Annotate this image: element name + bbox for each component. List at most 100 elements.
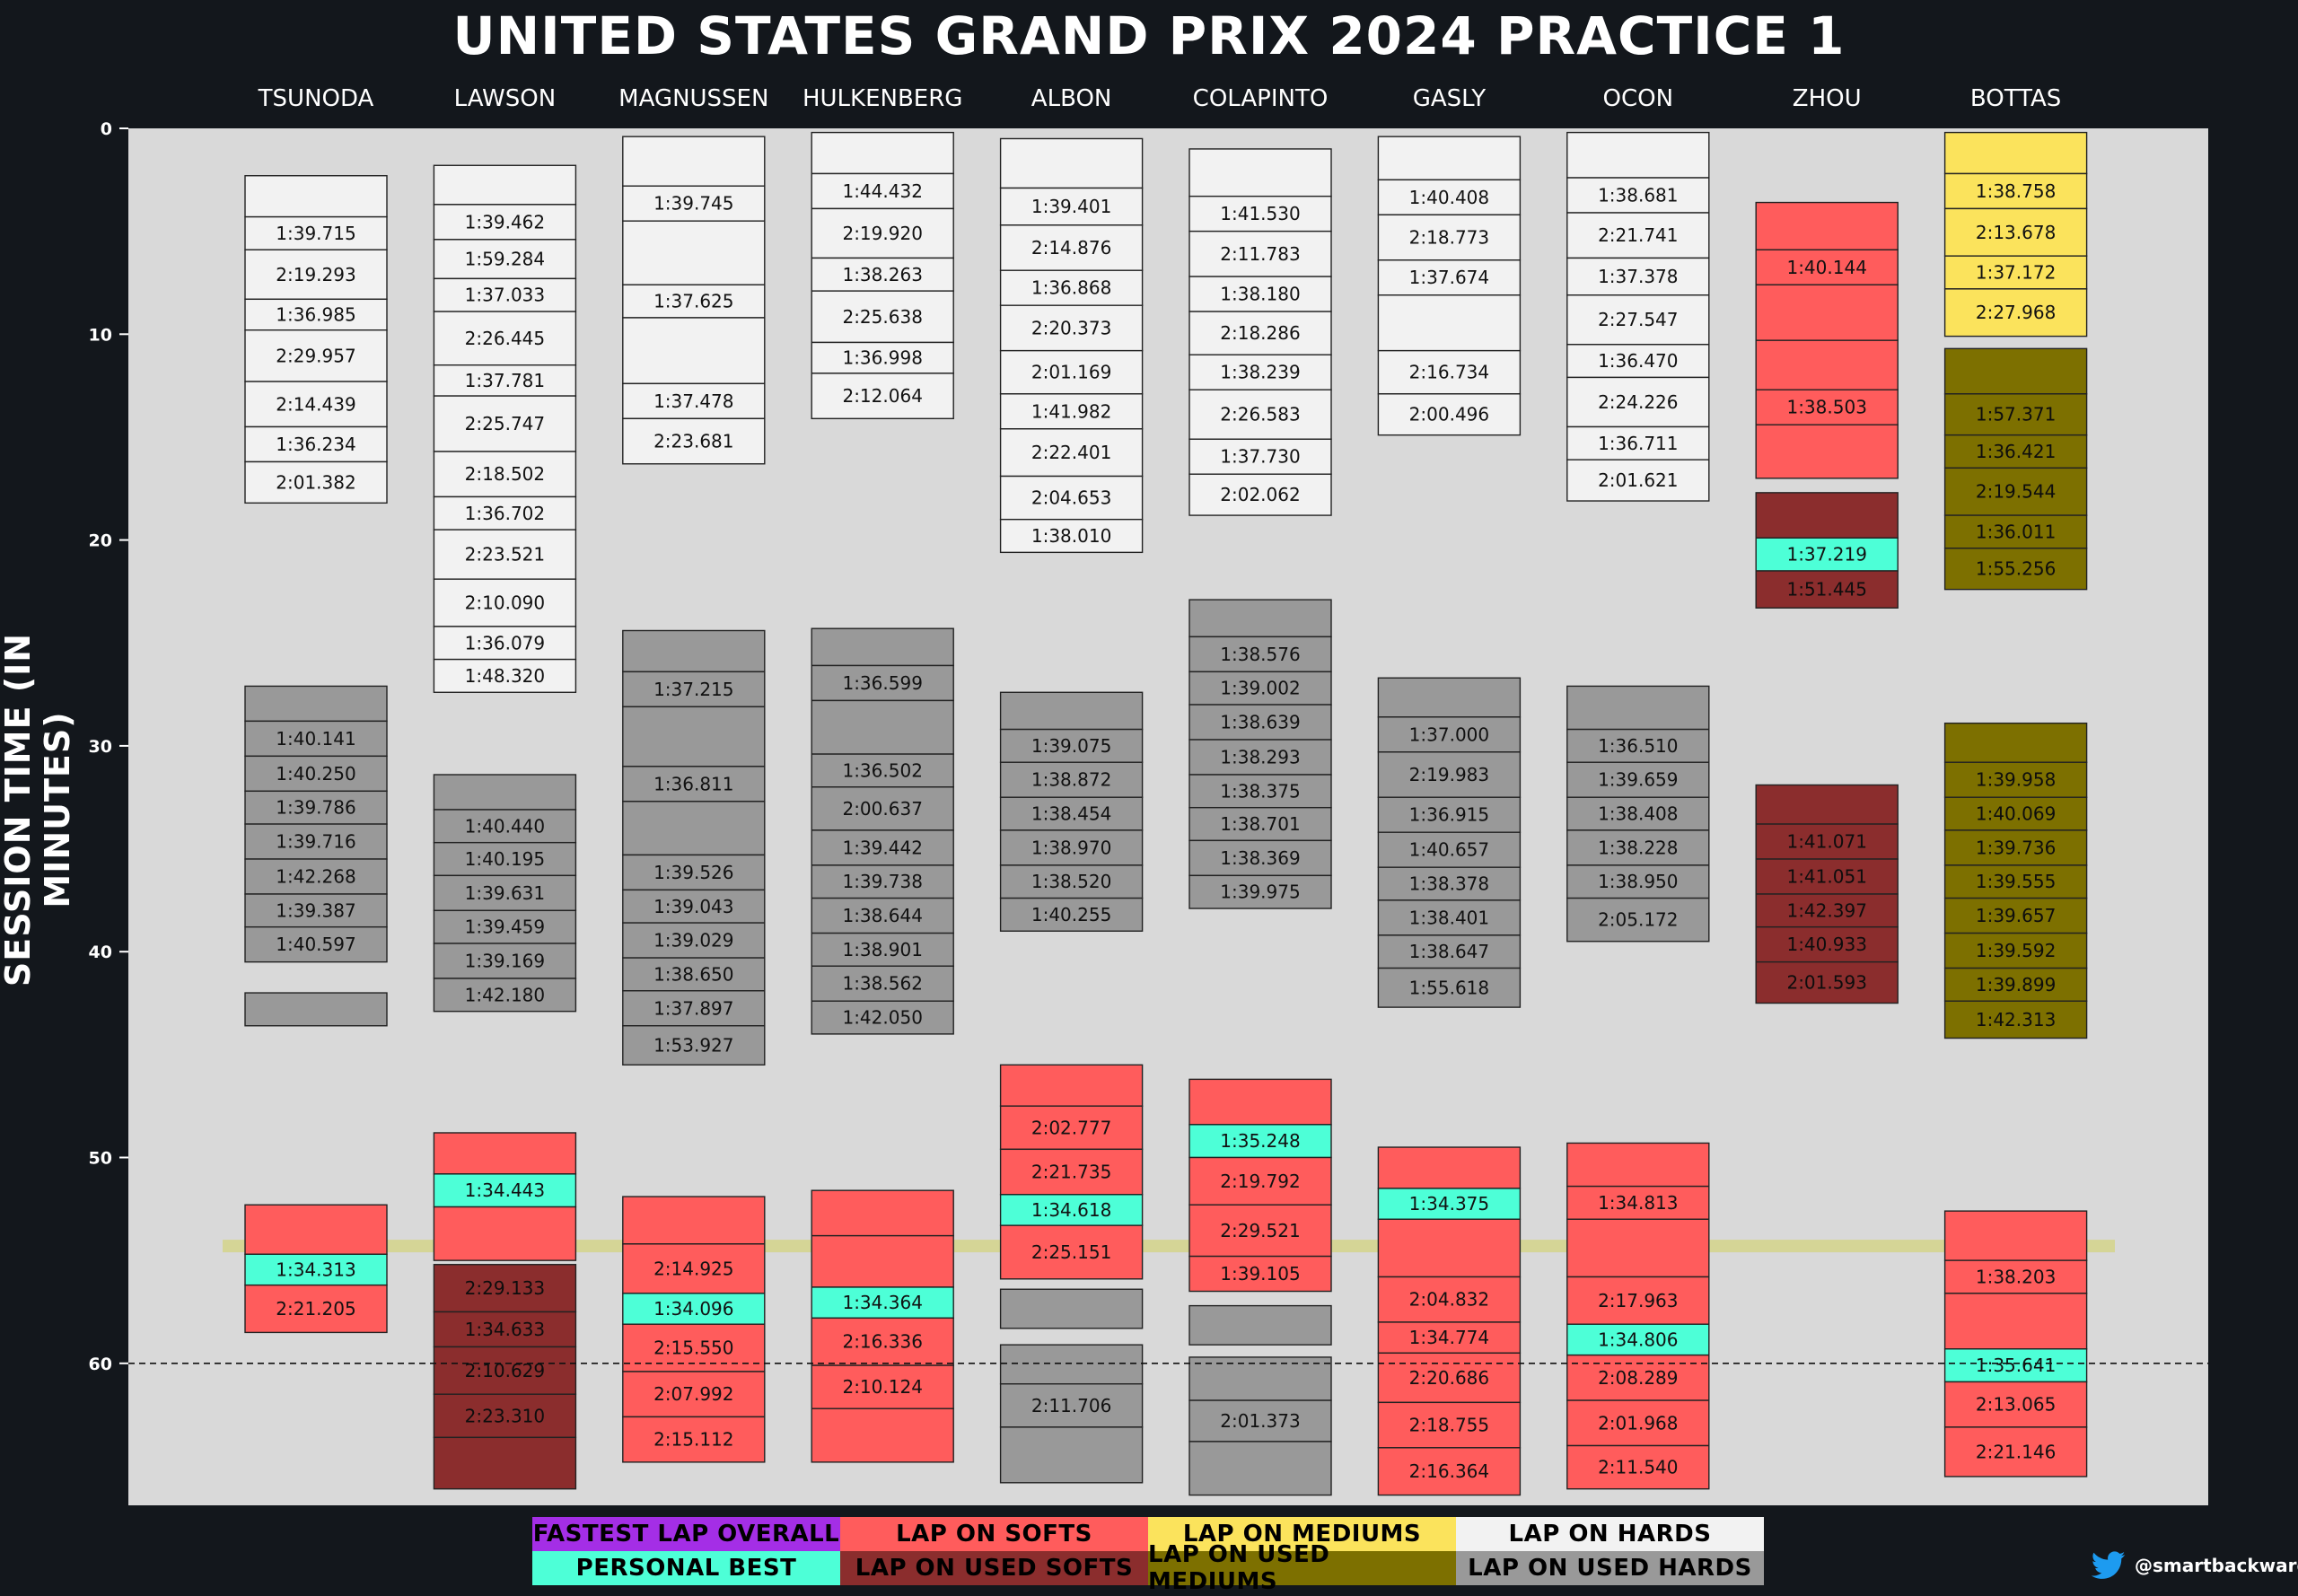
lap-time-label: 1:34.375 xyxy=(1409,1193,1489,1215)
lap-bar xyxy=(433,841,577,877)
lap-time-label: 1:36.998 xyxy=(842,347,922,369)
stint xyxy=(999,1288,1144,1329)
lap-time-label: 1:38.647 xyxy=(1409,941,1489,962)
lap-time-label: 1:38.180 xyxy=(1220,284,1300,305)
stint xyxy=(1188,1304,1332,1346)
chart-title: UNITED STATES GRAND PRIX 2024 PRACTICE 1 xyxy=(452,5,1846,66)
lap-time-label: 2:01.373 xyxy=(1220,1410,1300,1432)
lap-bar xyxy=(244,755,388,793)
lap-bar xyxy=(1566,1276,1710,1325)
lap-bar xyxy=(244,925,388,963)
lap-bar xyxy=(999,475,1144,521)
lap-time-label: 2:19.544 xyxy=(1976,481,2056,503)
lap-bar xyxy=(1943,434,2088,469)
lap-bar xyxy=(1377,1146,1522,1189)
stint: 1:34.375 2:04.832 1:34.774 2:20.686 2:18.755… xyxy=(1377,1146,1522,1496)
lap-time-label: 1:39.899 xyxy=(1976,974,2056,995)
lap-bar xyxy=(433,874,577,912)
lap-time-label: 1:38.378 xyxy=(1409,873,1489,895)
lap-time-label: 1:36.079 xyxy=(465,632,545,653)
stint: 1:44.432 2:19.920 1:38.263 2:25.638 1:36.998… xyxy=(811,131,954,420)
lap-time-label: 2:21.741 xyxy=(1598,224,1678,246)
lap-bar xyxy=(999,1288,1144,1329)
lap-time-label: 1:37.674 xyxy=(1409,267,1489,288)
lap-bar xyxy=(811,786,954,831)
lap-bar xyxy=(622,417,766,465)
lap-bar xyxy=(1188,1255,1332,1293)
lap-bar xyxy=(1566,1218,1710,1278)
lap-time-label: 1:38.650 xyxy=(653,963,733,985)
lap-bar xyxy=(1566,376,1710,428)
lap-bar xyxy=(433,529,577,580)
stint: 1:40.141 1:40.250 1:39.786 1:39.716 1:42.268… xyxy=(244,685,388,963)
lap-bar xyxy=(811,341,954,374)
lap-bar xyxy=(999,349,1144,395)
lap-bar xyxy=(622,629,766,673)
lap-bar xyxy=(811,290,954,344)
lap-bar xyxy=(1188,195,1332,232)
lap-bar xyxy=(433,204,577,241)
lap-bar xyxy=(244,1204,388,1255)
lap-time-label: 2:17.963 xyxy=(1598,1290,1678,1311)
lap-bar xyxy=(1377,1401,1522,1449)
lap-time-label: 1:36.868 xyxy=(1031,277,1111,299)
lap-time-label: 1:40.657 xyxy=(1409,839,1489,861)
lap-bar xyxy=(1943,722,2088,763)
lap-time-label: 1:38.375 xyxy=(1220,780,1300,802)
lap-time-label: 1:34.774 xyxy=(1409,1327,1489,1348)
lap-time-label: 2:29.521 xyxy=(1220,1220,1300,1241)
lap-bar xyxy=(999,518,1144,554)
lap-bar xyxy=(1943,1381,2088,1428)
lap-time-label: 1:41.051 xyxy=(1786,866,1866,888)
lap-time-label: 2:07.992 xyxy=(653,1383,733,1405)
stint: 1:40.408 2:18.773 1:37.674 2:16.734 2:00.496 xyxy=(1377,136,1522,436)
lap-time-label: 1:39.462 xyxy=(465,211,545,232)
lap-time-label: 1:36.011 xyxy=(1976,521,2056,542)
lap-bar xyxy=(1943,796,2088,831)
driver-name-label: LAWSON xyxy=(454,85,557,112)
lap-time-label: 1:38.872 xyxy=(1031,769,1111,791)
lap-bar xyxy=(1566,1444,1710,1490)
lap-time-label: 1:39.043 xyxy=(653,896,733,917)
lap-time-label: 1:37.000 xyxy=(1409,723,1489,745)
lap-time-label: 1:38.239 xyxy=(1220,362,1300,383)
lap-bar xyxy=(1188,636,1332,673)
lap-bar xyxy=(433,277,577,312)
stint: 1:41.071 1:41.051 1:42.397 1:40.933 2:01.593 xyxy=(1755,784,1899,1004)
lap-time-label: 1:38.576 xyxy=(1220,644,1300,665)
stint: 2:11.706 xyxy=(999,1344,1144,1484)
lap-bar xyxy=(1755,858,1899,895)
lap-time-label: 1:39.738 xyxy=(842,871,922,892)
lap-bar xyxy=(999,1194,1144,1226)
lap-time-label: 1:34.443 xyxy=(465,1179,545,1201)
stint: 2:01.373 xyxy=(1188,1356,1332,1496)
lap-bar xyxy=(244,790,388,825)
y-tick-label: 30 xyxy=(89,737,112,757)
lap-time-label: 1:40.141 xyxy=(276,728,355,750)
lap-bar xyxy=(1755,492,1899,539)
lap-time-label: 1:55.618 xyxy=(1409,977,1489,998)
lap-time-label: 2:00.637 xyxy=(842,798,922,820)
lap-bar xyxy=(811,664,954,702)
driver-name-label: ALBON xyxy=(1031,85,1112,112)
stint: 1:38.681 2:21.741 1:37.378 2:27.547 1:36.470… xyxy=(1566,131,1710,502)
lap-time-label: 1:39.958 xyxy=(1976,769,2056,791)
lap-bar xyxy=(1377,294,1522,352)
lap-time-label: 2:19.792 xyxy=(1220,1171,1300,1192)
lap-time-label: 1:48.320 xyxy=(465,665,545,687)
lap-bar xyxy=(1755,284,1899,341)
lap-bar xyxy=(433,1206,577,1261)
stint: 2:02.777 2:21.735 1:34.618 2:25.151 xyxy=(999,1064,1144,1280)
lap-bar xyxy=(1755,249,1899,285)
lap-time-label: 2:10.090 xyxy=(465,592,545,614)
driver-column-zhou: 1:40.144 1:38.503 1:37.219 1:51.445 1:41.071… xyxy=(1755,201,1899,1004)
lap-time-label: 1:38.228 xyxy=(1598,837,1678,858)
lap-time-label: 1:37.172 xyxy=(1976,262,2056,284)
lap-time-label: 1:38.369 xyxy=(1220,847,1300,869)
lap-time-label: 1:40.144 xyxy=(1786,257,1866,278)
lap-bar xyxy=(999,1426,1144,1484)
lap-time-label: 1:37.378 xyxy=(1598,266,1678,287)
lap-time-label: 1:41.982 xyxy=(1031,400,1111,422)
lap-time-label: 1:41.071 xyxy=(1786,831,1866,853)
lap-bar xyxy=(622,1293,766,1325)
